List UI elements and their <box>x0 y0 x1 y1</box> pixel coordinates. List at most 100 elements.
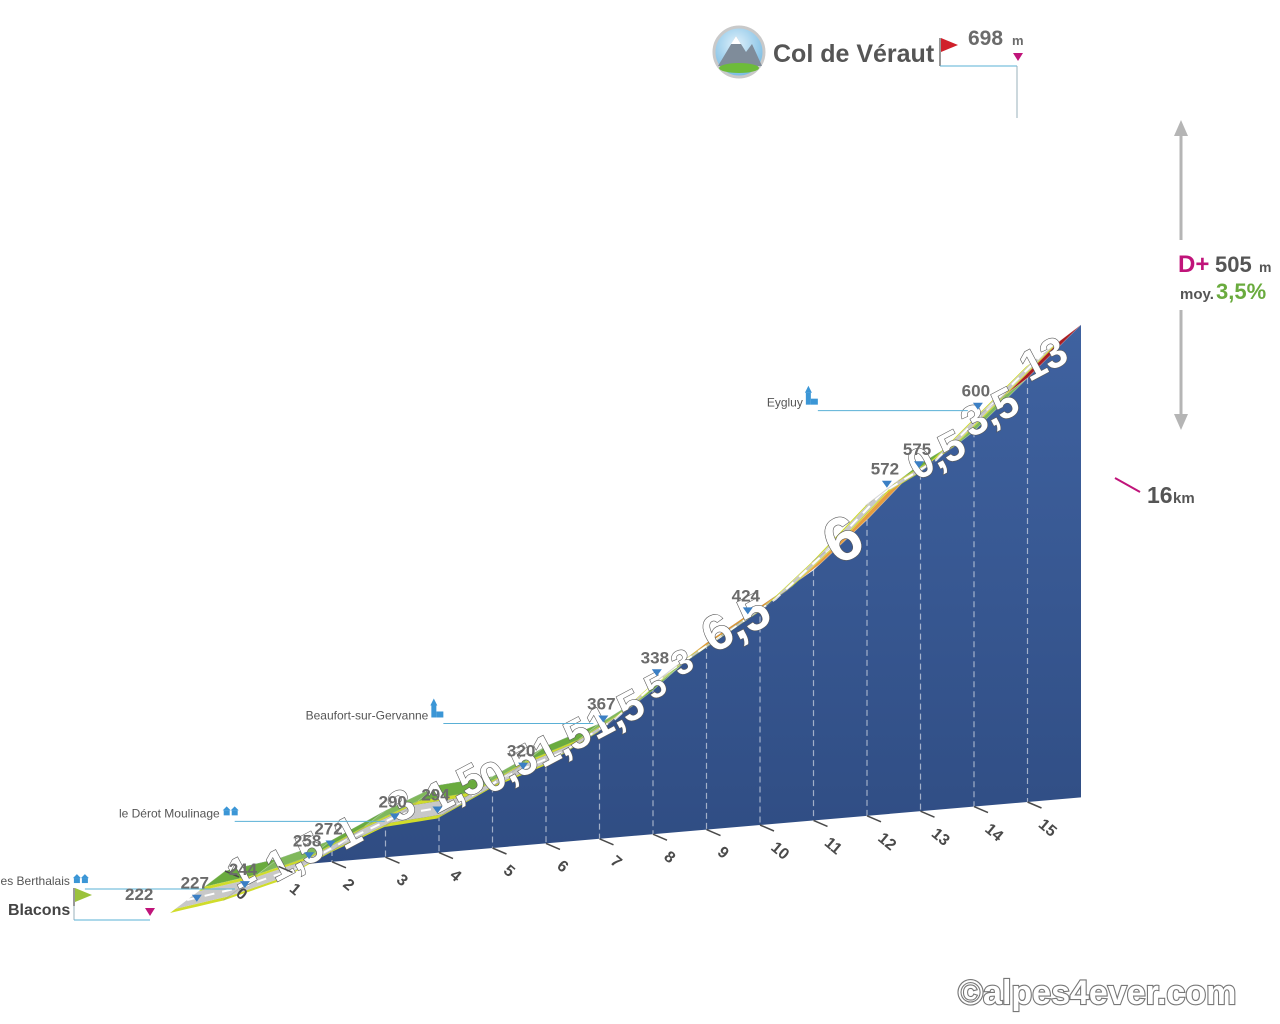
km-dividers <box>277 377 1029 867</box>
km-tick-label: 5 <box>500 862 518 881</box>
distance-value: 16 <box>1147 482 1173 508</box>
waypoint: 227 <box>181 874 209 902</box>
km-tick <box>866 815 882 823</box>
start-elevation-label: 222 <box>125 885 153 904</box>
road-km-tick <box>865 479 900 507</box>
waypoint: 575 <box>903 440 931 469</box>
summit-marker: Col de Véraut 698 m <box>712 25 1024 118</box>
road-km-tick <box>383 800 419 828</box>
waypoint-pin-icon <box>881 480 892 488</box>
waypoint-pin-icon <box>389 813 400 821</box>
waypoint-elevation-label: 572 <box>871 460 899 479</box>
waypoint-pin-icon <box>742 607 753 615</box>
waypoint-elevation-label: 338 <box>641 648 669 667</box>
km-tick <box>920 810 935 818</box>
waypoint-elevation-label: 320 <box>507 742 535 761</box>
road-km-tick <box>223 874 258 901</box>
waypoint-elevation-label: 424 <box>732 586 761 605</box>
summit-elevation-unit: m <box>1012 33 1024 48</box>
gain-value: 505 <box>1215 252 1252 277</box>
km-tick <box>385 856 400 864</box>
distance-unit: km <box>1173 490 1195 507</box>
waypoint-pin-icon <box>914 461 924 469</box>
road-km-tick <box>918 446 954 474</box>
km-tick-label: 11 <box>821 834 845 858</box>
road-km-tick <box>972 393 1007 421</box>
km-tick <box>331 861 347 869</box>
km-tick <box>1027 801 1042 809</box>
gain-prefix: D+ <box>1178 251 1209 278</box>
km-tick-label: 6 <box>553 857 571 876</box>
arrow-up-icon <box>1174 120 1188 136</box>
average-grade-value: 3,5% <box>1216 279 1266 304</box>
km-tick <box>492 847 507 855</box>
road-surface <box>170 340 1061 913</box>
waypoint: 424 <box>732 586 761 615</box>
summit-title: Col de Véraut <box>773 40 935 68</box>
road-km-tick <box>651 658 686 686</box>
distance-marker: 16 km <box>1114 477 1195 508</box>
waypoint-place-label: Eygluy <box>767 396 803 410</box>
road-km-tick <box>544 739 579 767</box>
waypoint-elevation-label: 575 <box>903 440 931 459</box>
km-tick-label: 14 <box>981 821 1006 846</box>
km-tick <box>278 865 293 874</box>
summit-flag-icon <box>941 38 958 52</box>
start-marker: Blacons 222 <box>8 885 155 921</box>
km-tick <box>224 870 240 878</box>
houses-icon <box>222 806 239 816</box>
waypoint: 244 les Berthalais <box>0 860 258 890</box>
waypoint-pin-icon <box>518 762 529 770</box>
waypoint-elevation-label: 227 <box>181 874 209 893</box>
elevation-gain-summary: D+ 505 m moy. 3,5% <box>1174 120 1271 430</box>
km-tick-label: 2 <box>339 876 357 895</box>
waypoint-place-label: les Berthalais <box>0 874 70 888</box>
road-km-tick <box>704 622 740 649</box>
waypoint: 290 le Dérot Moulinage <box>119 792 407 822</box>
waypoint: 572 <box>871 460 899 488</box>
road-km-tick <box>811 535 847 563</box>
km-tick-label: 9 <box>714 844 732 863</box>
waypoint-elevation-label: 294 <box>421 786 450 805</box>
credit-text: ©alpes4ever.com <box>958 974 1236 1012</box>
road-km-tick <box>597 705 633 733</box>
waypoint-pin-icon <box>972 402 983 410</box>
km-tick <box>813 819 828 828</box>
summit-elevation-label: 698 <box>968 27 1003 50</box>
km-tick <box>973 805 989 814</box>
start-place-label: Blacons <box>8 902 70 919</box>
waypoint: 258 <box>293 831 321 860</box>
road-km-tick <box>758 585 793 613</box>
km-tick-label: 10 <box>767 839 792 864</box>
km-tick-label: 12 <box>874 830 899 855</box>
waypoint-pin-icon <box>239 881 250 889</box>
waypoint: 272 <box>314 820 343 848</box>
km-tick-label: 13 <box>928 825 953 850</box>
start-flag-icon <box>75 888 92 902</box>
km-tick <box>545 842 561 851</box>
km-tick <box>438 851 454 860</box>
waypoint-pin-icon <box>598 715 609 723</box>
profile-side-wall <box>225 324 1081 871</box>
waypoint-pin-icon <box>191 894 202 902</box>
waypoint: 294 <box>421 786 450 814</box>
km-tick <box>759 824 775 832</box>
summit-pin-icon <box>1013 53 1023 61</box>
waypoint-elevation-label: 258 <box>293 831 321 850</box>
average-prefix: moy. <box>1180 286 1214 303</box>
profile-side-face <box>225 324 1081 871</box>
waypoint: 320 <box>507 742 535 770</box>
grade-segment <box>1006 324 1082 395</box>
road-km-tick <box>490 761 526 789</box>
waypoint: 600 Eygluy <box>767 382 990 412</box>
km-tick <box>652 833 668 841</box>
gain-unit: m <box>1259 259 1271 275</box>
km-tick <box>599 838 614 846</box>
km-tick-label: 7 <box>607 853 625 872</box>
km-tick <box>706 828 721 837</box>
houses-icon <box>72 874 89 884</box>
km-tick-label: 4 <box>446 867 464 886</box>
road-km-tick <box>330 826 365 853</box>
